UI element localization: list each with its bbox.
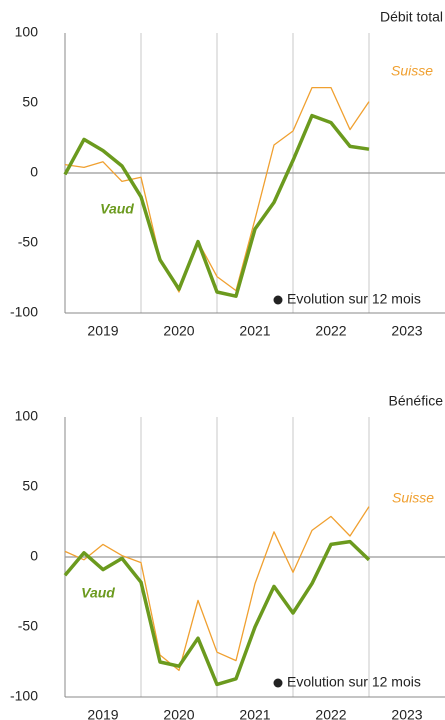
x-tick-label: 2020	[163, 707, 194, 720]
chart-title: Bénéfice	[389, 393, 444, 409]
y-tick-label: 100	[15, 408, 39, 424]
line-series	[63, 113, 370, 298]
series-label: Vaud	[81, 585, 115, 601]
line-series	[64, 86, 370, 293]
y-tick-label: -50	[18, 234, 38, 250]
y-tick-label: 0	[30, 548, 38, 564]
note: Evolution sur 12 mois	[287, 674, 421, 690]
series-label: Vaud	[100, 201, 134, 217]
chart-title: Débit total	[380, 9, 443, 25]
y-tick-label: 100	[15, 24, 39, 40]
series-label: Suisse	[392, 490, 434, 506]
x-tick-label: 2021	[239, 707, 270, 720]
series-label: Suisse	[391, 63, 433, 79]
y-tick-label: -100	[10, 304, 38, 320]
x-tick-label: 2020	[163, 323, 194, 339]
y-tick-label: 50	[22, 478, 38, 494]
note: Evolution sur 12 mois	[287, 291, 421, 307]
note-bullet	[273, 295, 283, 305]
y-tick-label: -50	[18, 618, 38, 634]
x-tick-label: 2022	[315, 323, 346, 339]
note-bullet	[273, 678, 283, 688]
x-tick-label: 2019	[87, 323, 118, 339]
x-tick-label: 2019	[87, 707, 118, 720]
y-tick-label: 50	[22, 94, 38, 110]
x-tick-label: 2023	[391, 707, 422, 720]
line-series	[63, 539, 371, 687]
y-tick-label: -100	[10, 688, 38, 704]
x-tick-label: 2023	[391, 323, 422, 339]
x-tick-label: 2021	[239, 323, 270, 339]
line-series	[64, 506, 370, 672]
x-tick-label: 2022	[315, 707, 346, 720]
y-tick-label: 0	[30, 164, 38, 180]
